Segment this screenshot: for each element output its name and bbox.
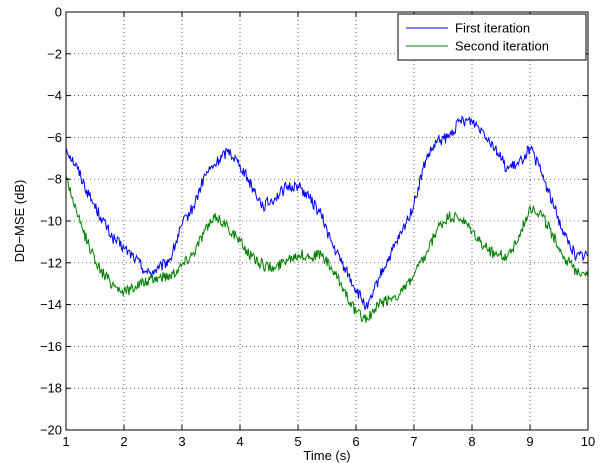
series-layer <box>65 115 589 323</box>
x-tick-label: 9 <box>526 434 533 449</box>
y-tick-label: −20 <box>40 423 62 438</box>
x-tick-label: 1 <box>62 434 69 449</box>
y-tick-label: −10 <box>40 214 62 229</box>
y-tick-label: −16 <box>40 339 62 354</box>
x-tick-label: 10 <box>581 434 595 449</box>
legend-label-1: First iteration <box>455 21 530 36</box>
x-tick-label: 8 <box>468 434 475 449</box>
y-tick-label: −12 <box>40 255 62 270</box>
y-tick-label: −4 <box>47 88 62 103</box>
x-tick-label: 5 <box>294 434 301 449</box>
legend-box <box>397 13 587 61</box>
x-tick-label: 2 <box>120 434 127 449</box>
x-tick-label: 7 <box>410 434 417 449</box>
x-axis-title: Time (s) <box>303 448 350 463</box>
y-tick-label: 0 <box>55 5 62 20</box>
axis-ticks: 1 2 3 4 5 6 7 8 9 10 0 −2 −4 −6 −8 −10 −12 −14 −16 −18 −20 <box>40 5 595 450</box>
y-tick-label: −14 <box>40 297 62 312</box>
y-axis-title: DD−MSE (dB) <box>12 180 27 263</box>
x-tick-label: 4 <box>236 434 243 449</box>
y-tick-label: −6 <box>47 130 62 145</box>
y-tick-label: −18 <box>40 381 62 396</box>
series-line-2 <box>65 174 589 323</box>
x-tick-label: 3 <box>178 434 185 449</box>
y-tick-label: −2 <box>47 46 62 61</box>
x-tick-label: 6 <box>352 434 359 449</box>
y-tick-label: −8 <box>47 172 62 187</box>
series-line-1 <box>65 115 589 310</box>
legend-label-2: Second iteration <box>455 39 549 54</box>
legend: First iteration Second iteration <box>397 13 587 61</box>
